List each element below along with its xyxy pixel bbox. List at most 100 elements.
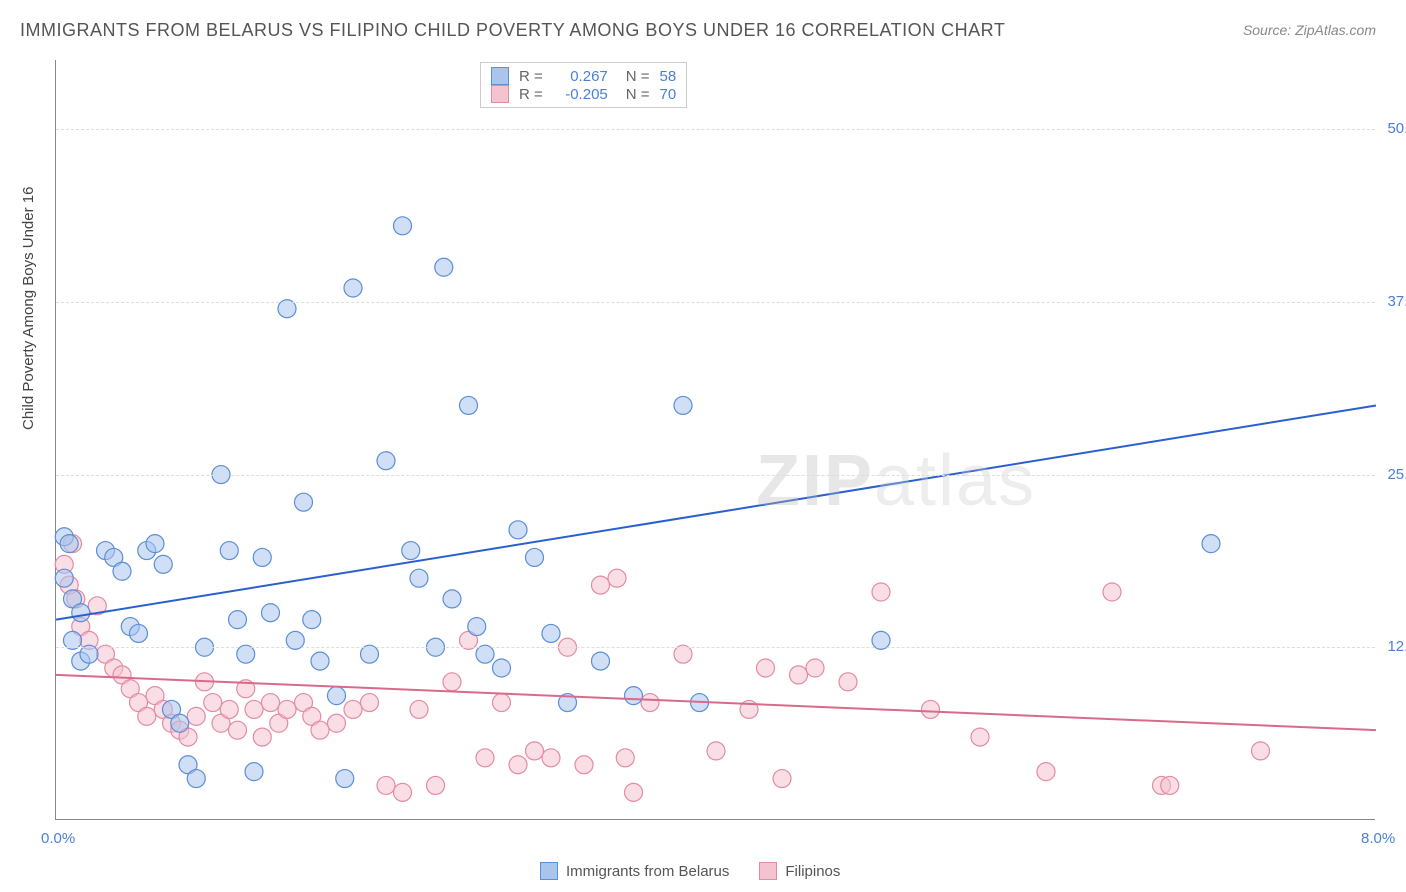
data-point bbox=[220, 700, 238, 718]
data-point bbox=[526, 548, 544, 566]
scatter-svg bbox=[56, 60, 1375, 819]
data-point bbox=[328, 687, 346, 705]
data-point bbox=[394, 783, 412, 801]
data-point bbox=[245, 763, 263, 781]
data-point bbox=[476, 749, 494, 767]
data-point bbox=[806, 659, 824, 677]
data-point bbox=[229, 611, 247, 629]
data-point bbox=[361, 694, 379, 712]
legend-item: Filipinos bbox=[759, 862, 840, 880]
data-point bbox=[922, 700, 940, 718]
legend-swatch bbox=[759, 862, 777, 880]
r-value: -0.205 bbox=[553, 86, 608, 103]
data-point bbox=[60, 535, 78, 553]
data-point bbox=[220, 542, 238, 560]
data-point bbox=[468, 618, 486, 636]
data-point bbox=[757, 659, 775, 677]
data-point bbox=[1202, 535, 1220, 553]
data-point bbox=[253, 548, 271, 566]
data-point bbox=[154, 555, 172, 573]
data-point bbox=[1161, 776, 1179, 794]
data-point bbox=[204, 694, 222, 712]
data-point bbox=[377, 776, 395, 794]
r-label: R = bbox=[519, 68, 543, 85]
data-point bbox=[427, 776, 445, 794]
data-point bbox=[608, 569, 626, 587]
y-axis-title: Child Poverty Among Boys Under 16 bbox=[20, 187, 37, 430]
data-point bbox=[616, 749, 634, 767]
x-tick-label: 8.0% bbox=[1361, 830, 1395, 847]
data-point bbox=[295, 493, 313, 511]
data-point bbox=[625, 687, 643, 705]
data-point bbox=[402, 542, 420, 560]
data-point bbox=[674, 396, 692, 414]
data-point bbox=[72, 604, 90, 622]
data-point bbox=[146, 535, 164, 553]
legend-row: R = 0.267 N = 58 bbox=[491, 67, 676, 85]
legend-label: Filipinos bbox=[785, 863, 840, 880]
data-point bbox=[592, 576, 610, 594]
data-point bbox=[435, 258, 453, 276]
y-tick-label: 12.5% bbox=[1387, 638, 1406, 655]
legend-row: R =-0.205N =70 bbox=[491, 85, 676, 103]
legend-swatch bbox=[491, 85, 509, 103]
data-point bbox=[311, 721, 329, 739]
data-point bbox=[410, 700, 428, 718]
correlation-legend: R = 0.267 N = 58R = -0.205 N = 70 bbox=[480, 62, 687, 108]
y-tick-label: 37.5% bbox=[1387, 293, 1406, 310]
data-point bbox=[328, 714, 346, 732]
data-point bbox=[344, 700, 362, 718]
data-point bbox=[1252, 742, 1270, 760]
data-point bbox=[493, 659, 511, 677]
data-point bbox=[443, 673, 461, 691]
data-point bbox=[130, 624, 148, 642]
data-point bbox=[303, 611, 321, 629]
data-point bbox=[509, 521, 527, 539]
data-point bbox=[245, 700, 263, 718]
data-point bbox=[509, 756, 527, 774]
data-point bbox=[410, 569, 428, 587]
legend-item: Immigrants from Belarus bbox=[540, 862, 729, 880]
data-point bbox=[592, 652, 610, 670]
legend-swatch bbox=[540, 862, 558, 880]
gridline bbox=[56, 129, 1375, 130]
n-value: 58 bbox=[660, 68, 677, 85]
data-point bbox=[641, 694, 659, 712]
x-tick-label: 0.0% bbox=[41, 830, 75, 847]
r-label: R = bbox=[519, 86, 543, 103]
data-point bbox=[229, 721, 247, 739]
data-point bbox=[542, 749, 560, 767]
data-point bbox=[872, 583, 890, 601]
plot-area: ZIPatlas 12.5%25.0%37.5%50.0%0.0%8.0% bbox=[55, 60, 1375, 820]
data-point bbox=[1103, 583, 1121, 601]
data-point bbox=[336, 770, 354, 788]
chart-title: IMMIGRANTS FROM BELARUS VS FILIPINO CHIL… bbox=[20, 20, 1005, 41]
data-point bbox=[394, 217, 412, 235]
data-point bbox=[542, 624, 560, 642]
data-point bbox=[253, 728, 271, 746]
data-point bbox=[707, 742, 725, 760]
n-label: N = bbox=[626, 68, 650, 85]
data-point bbox=[311, 652, 329, 670]
data-point bbox=[443, 590, 461, 608]
data-point bbox=[262, 604, 280, 622]
data-point bbox=[460, 396, 478, 414]
data-point bbox=[113, 562, 131, 580]
data-point bbox=[625, 783, 643, 801]
data-point bbox=[55, 569, 73, 587]
data-point bbox=[278, 700, 296, 718]
series-legend: Immigrants from Belarus Filipinos bbox=[540, 862, 840, 880]
data-point bbox=[526, 742, 544, 760]
gridline bbox=[56, 475, 1375, 476]
data-point bbox=[138, 707, 156, 725]
legend-swatch bbox=[491, 67, 509, 85]
r-value: 0.267 bbox=[553, 68, 608, 85]
legend-label: Immigrants from Belarus bbox=[566, 863, 729, 880]
y-tick-label: 50.0% bbox=[1387, 120, 1406, 137]
data-point bbox=[187, 707, 205, 725]
data-point bbox=[971, 728, 989, 746]
data-point bbox=[187, 770, 205, 788]
data-point bbox=[575, 756, 593, 774]
data-point bbox=[790, 666, 808, 684]
n-value: 70 bbox=[660, 86, 677, 103]
